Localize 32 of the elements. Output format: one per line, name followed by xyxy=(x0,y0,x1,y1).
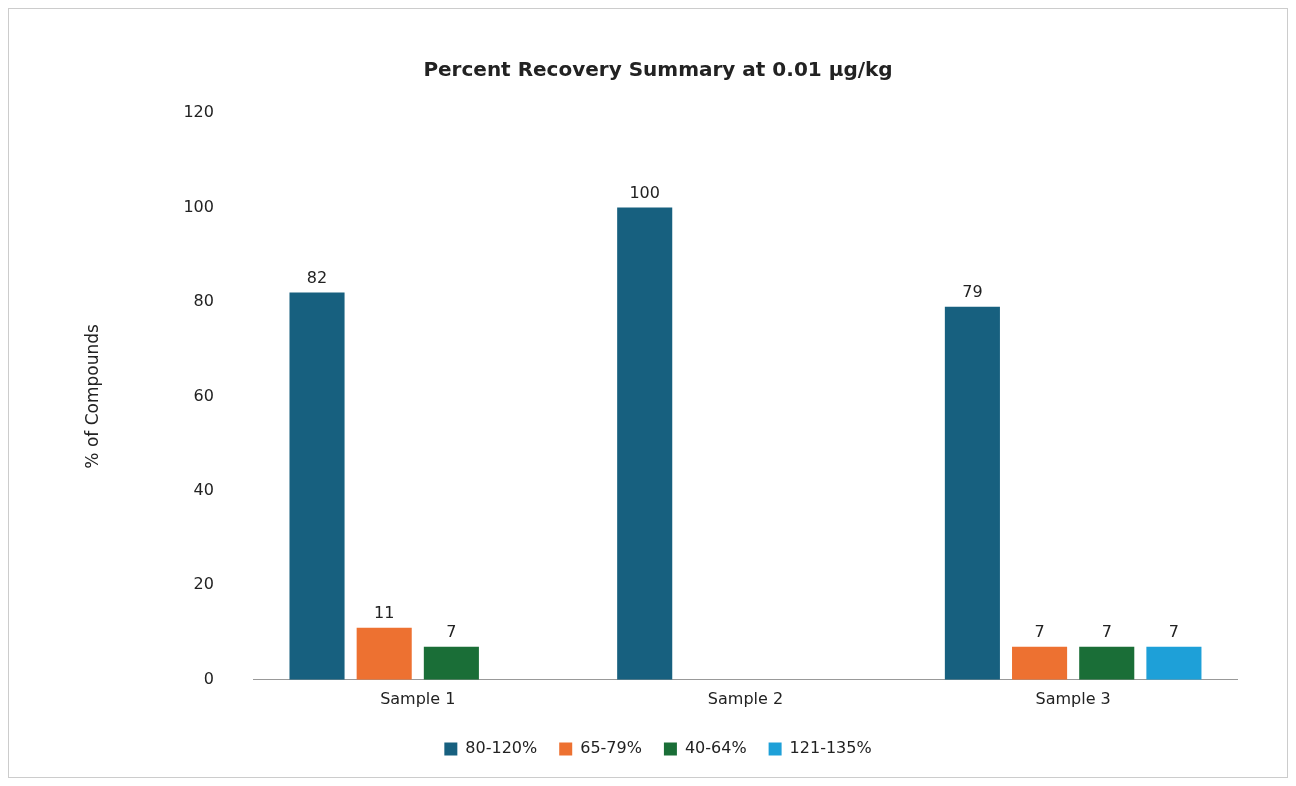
bar xyxy=(617,207,673,680)
data-label: 7 xyxy=(446,621,457,641)
y-axis-title: % of Compounds xyxy=(81,323,102,469)
data-label: 100 xyxy=(629,182,660,202)
data-label: 7 xyxy=(1101,621,1112,641)
legend-label: 40-64% xyxy=(684,738,747,758)
y-tick-label: 0 xyxy=(203,668,214,688)
x-tick-label: Sample 1 xyxy=(380,688,456,708)
data-label: 82 xyxy=(306,267,328,287)
y-tick-label: 80 xyxy=(193,291,214,311)
data-label: 11 xyxy=(374,603,395,622)
legend-label: 121-135% xyxy=(789,738,872,758)
data-label: 79 xyxy=(962,281,983,301)
x-tick-label: Sample 3 xyxy=(1035,688,1111,708)
data-label: 7 xyxy=(1168,621,1180,641)
data-label: 7 xyxy=(1034,621,1045,641)
bar xyxy=(1146,646,1202,680)
y-tick-label: 20 xyxy=(193,574,214,594)
bar xyxy=(356,627,412,680)
y-tick-label: 40 xyxy=(193,480,214,500)
legend-label: 80-120% xyxy=(465,738,538,758)
bar xyxy=(423,646,479,680)
legend-label: 65-79% xyxy=(580,738,642,758)
y-tick-label: 60 xyxy=(193,385,214,405)
bar xyxy=(944,306,1000,680)
chart-title: Percent Recovery Summary at 0.01 µg/kg xyxy=(423,57,893,82)
bar xyxy=(1079,646,1135,680)
y-tick-label: 120 xyxy=(183,102,214,122)
bar xyxy=(1012,646,1068,680)
bar xyxy=(289,292,345,680)
x-tick-label: Sample 2 xyxy=(707,688,784,708)
y-tick-label: 100 xyxy=(183,196,214,216)
